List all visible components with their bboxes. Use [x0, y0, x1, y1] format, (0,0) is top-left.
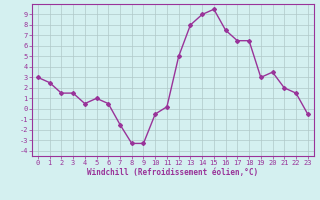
X-axis label: Windchill (Refroidissement éolien,°C): Windchill (Refroidissement éolien,°C): [87, 168, 258, 177]
